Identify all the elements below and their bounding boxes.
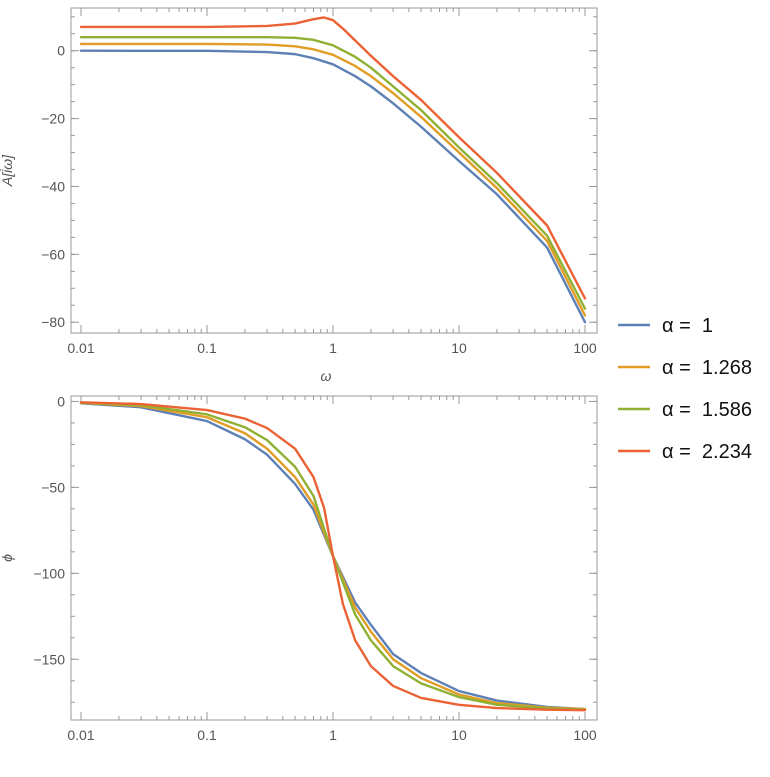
y-tick-label: −50 [41, 479, 65, 495]
x-tick-label: 1 [329, 340, 337, 356]
x-axis-title: ω [321, 368, 332, 384]
x-tick-label: 10 [451, 340, 467, 356]
x-tick-label: 10 [451, 727, 467, 743]
x-tick-label: 100 [573, 340, 597, 356]
x-tick-label: 0.1 [197, 727, 217, 743]
plot-frame [70, 7, 598, 334]
legend-label: α = 1 [662, 315, 713, 337]
phase-plot-panel: 0.01 0.1 1 10 100 0 −50 −100 −150 ϕ [0, 393, 598, 743]
y-axis-title: ϕ [0, 554, 15, 562]
legend-label: α = 1.586 [662, 399, 752, 421]
series-line [79, 401, 587, 711]
legend-label: α = 2.234 [662, 441, 752, 463]
series-line [79, 42, 587, 317]
y-tick-label: −80 [41, 314, 65, 330]
y-tick-label: −20 [41, 111, 65, 127]
y-tick-label: −60 [41, 246, 65, 262]
y-tick-label: −40 [41, 178, 65, 194]
series-line [79, 49, 587, 324]
legend-label: α = 1.268 [662, 357, 752, 379]
chart-legend: α = 1 α = 1.268 α = 1.586 α = 2.234 [618, 315, 752, 463]
y-axis-title: A[i̇ω] [0, 154, 15, 187]
y-tick-label: 0 [57, 43, 65, 59]
x-tick-label: 100 [573, 727, 597, 743]
amplitude-plot-panel: 0.01 0.1 1 10 100 0 −20 −40 −60 −80 ω A[i̇ω] [0, 7, 598, 384]
series-line [79, 35, 587, 310]
y-tick-label: 0 [57, 393, 65, 409]
y-tick-label: −150 [33, 651, 65, 667]
series-line [79, 16, 587, 300]
x-tick-label: 1 [329, 727, 337, 743]
series-line [79, 401, 587, 712]
x-tick-label: 0.1 [197, 340, 217, 356]
x-tick-label: 0.01 [67, 727, 94, 743]
x-tick-label: 0.01 [67, 340, 94, 356]
y-tick-label: −100 [33, 565, 65, 581]
plot-frame [70, 395, 598, 721]
series-line [79, 401, 587, 711]
